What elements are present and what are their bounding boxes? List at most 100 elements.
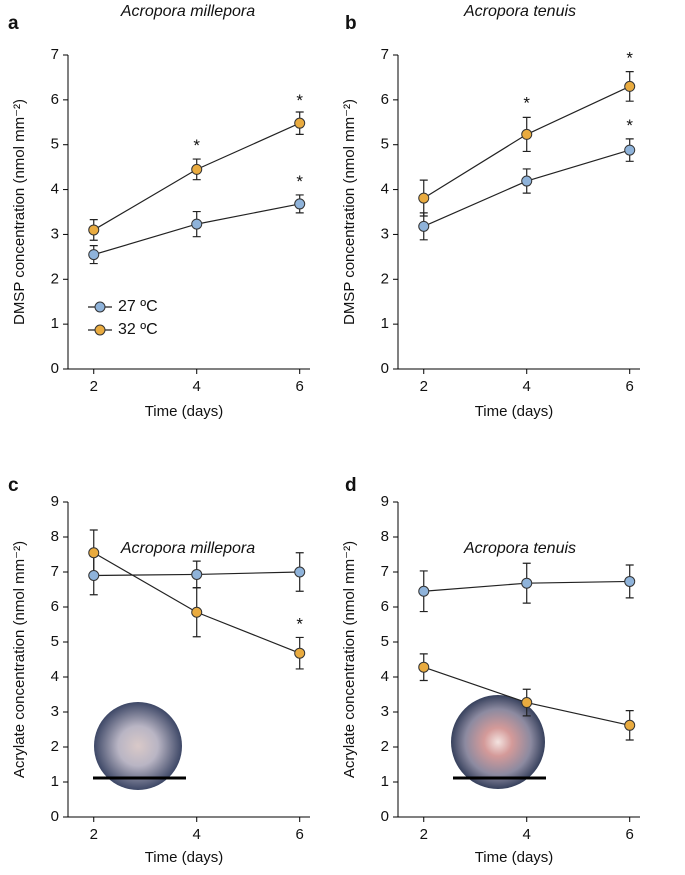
significance-mark: *: [523, 93, 530, 112]
y-tick-label: 7: [51, 563, 59, 580]
marker: [521, 128, 533, 140]
x-tick-label: 6: [626, 378, 634, 395]
x-axis-label: Time (days): [475, 849, 554, 866]
marker: [521, 577, 533, 589]
y-tick-label: 5: [51, 633, 59, 650]
y-tick-label: 1: [51, 315, 59, 332]
marker: [191, 568, 203, 580]
y-tick-label: 2: [51, 738, 59, 755]
marker: [418, 220, 430, 232]
y-tick-label: 7: [381, 46, 389, 63]
x-tick-label: 2: [90, 826, 98, 843]
y-tick-label: 2: [381, 738, 389, 755]
y-tick-label: 1: [381, 315, 389, 332]
y-axis-label: DMSP concentration (nmol mm⁻²): [341, 99, 358, 325]
y-tick-label: 9: [51, 493, 59, 510]
x-tick-label: 2: [420, 826, 428, 843]
y-tick-label: 1: [381, 773, 389, 790]
x-tick-label: 4: [523, 826, 531, 843]
marker: [624, 575, 636, 587]
marker: [191, 218, 203, 230]
y-tick-label: 6: [51, 91, 59, 108]
marker: [191, 606, 203, 618]
x-tick-label: 2: [420, 378, 428, 395]
chart-title: Acropora millepora: [120, 3, 255, 20]
y-tick-label: 3: [51, 703, 59, 720]
y-tick-label: 4: [381, 181, 389, 198]
y-tick-label: 5: [51, 136, 59, 153]
coral-photo: [94, 702, 182, 790]
legend-marker: [94, 324, 106, 336]
x-tick-label: 4: [193, 826, 201, 843]
marker: [191, 163, 203, 175]
y-tick-label: 9: [381, 493, 389, 510]
marker: [294, 566, 306, 578]
marker: [88, 249, 100, 261]
legend-label: 32 ºC: [118, 321, 158, 338]
panel-letter: d: [345, 475, 357, 496]
y-tick-label: 3: [381, 225, 389, 242]
marker: [418, 192, 430, 204]
y-tick-label: 0: [51, 808, 59, 825]
y-tick-label: 0: [51, 360, 59, 377]
y-tick-label: 5: [381, 136, 389, 153]
y-tick-label: 3: [381, 703, 389, 720]
y-tick-label: 0: [381, 808, 389, 825]
x-tick-label: 4: [523, 378, 531, 395]
coral-photo: [451, 695, 545, 789]
marker: [294, 647, 306, 659]
y-axis-label: Acrylate concentration (nmol mm⁻²): [341, 541, 358, 778]
significance-mark: *: [296, 91, 303, 110]
panel-letter: a: [8, 13, 19, 34]
legend-label: 27 ºC: [118, 298, 158, 315]
y-tick-label: 0: [381, 360, 389, 377]
y-tick-label: 8: [51, 528, 59, 545]
chart-title: Acropora tenuis: [463, 540, 576, 557]
marker: [88, 224, 100, 236]
legend-marker: [94, 301, 106, 313]
marker: [521, 175, 533, 187]
marker: [624, 719, 636, 731]
marker: [88, 547, 100, 559]
y-axis-label: DMSP concentration (nmol mm⁻²): [11, 99, 28, 325]
y-tick-label: 1: [51, 773, 59, 790]
significance-mark: *: [193, 136, 200, 155]
marker: [624, 144, 636, 156]
marker: [418, 661, 430, 673]
panel-letter: c: [8, 475, 19, 496]
marker: [624, 80, 636, 92]
y-tick-label: 4: [51, 181, 59, 198]
x-axis-label: Time (days): [145, 849, 224, 866]
y-tick-label: 6: [51, 598, 59, 615]
marker: [88, 570, 100, 581]
x-tick-label: 6: [626, 826, 634, 843]
y-tick-label: 7: [381, 563, 389, 580]
y-tick-label: 2: [381, 270, 389, 287]
x-tick-label: 4: [193, 378, 201, 395]
x-tick-label: 2: [90, 378, 98, 395]
x-tick-label: 6: [296, 826, 304, 843]
y-tick-label: 3: [51, 225, 59, 242]
significance-mark: *: [296, 172, 303, 191]
y-tick-label: 7: [51, 46, 59, 63]
panel-letter: b: [345, 13, 357, 34]
y-axis-label: Acrylate concentration (nmol mm⁻²): [11, 541, 28, 778]
marker: [521, 697, 533, 709]
significance-mark: *: [626, 48, 633, 67]
chart-title: Acropora millepora: [120, 540, 255, 557]
x-axis-label: Time (days): [145, 403, 224, 420]
y-tick-label: 2: [51, 270, 59, 287]
y-tick-label: 6: [381, 91, 389, 108]
y-tick-label: 4: [381, 668, 389, 685]
y-tick-label: 5: [381, 633, 389, 650]
y-tick-label: 4: [51, 668, 59, 685]
marker: [294, 198, 306, 210]
marker: [294, 117, 306, 129]
significance-mark: *: [626, 116, 633, 135]
significance-mark: *: [296, 614, 303, 633]
x-tick-label: 6: [296, 378, 304, 395]
chart-title: Acropora tenuis: [463, 3, 576, 20]
y-tick-label: 6: [381, 598, 389, 615]
